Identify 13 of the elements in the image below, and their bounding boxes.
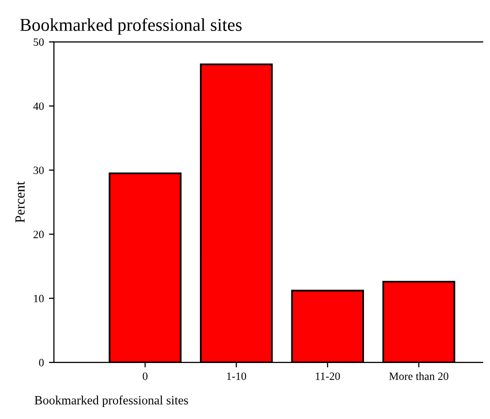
x-tick-label: 11-20 <box>316 372 340 380</box>
y-axis-title: Percent <box>15 181 25 223</box>
x-axis-title: Bookmarked professional sites <box>34 396 188 407</box>
y-tick-label: 0 <box>39 358 44 366</box>
chart-title: Bookmarked professional sites <box>20 18 242 35</box>
y-tick-label: 10 <box>34 294 44 302</box>
y-tick-label: 50 <box>34 38 44 46</box>
y-tick-label: 30 <box>34 166 44 174</box>
x-tick-label: 0 <box>142 372 148 380</box>
x-tick-label: More than 20 <box>389 372 448 380</box>
y-tick-label: 40 <box>33 102 44 110</box>
y-tick-label: 20 <box>34 230 44 238</box>
x-tick-label: 1-10 <box>227 372 246 380</box>
